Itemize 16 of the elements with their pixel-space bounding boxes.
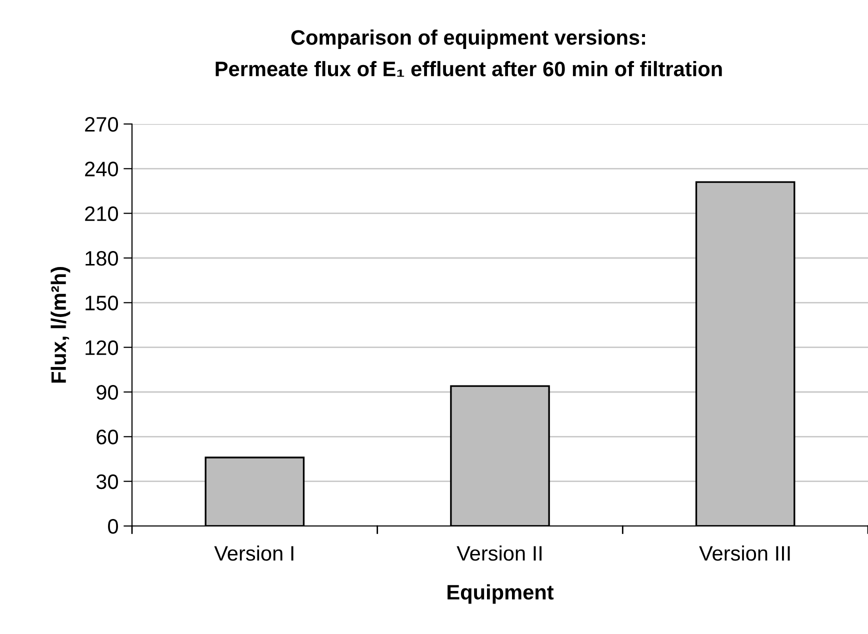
y-tick-label: 270 <box>85 117 118 132</box>
y-tick-label: 180 <box>86 251 118 266</box>
y-axis-title: Flux, l/(m²h) <box>50 267 70 383</box>
y-tick-label: 60 <box>96 430 118 444</box>
x-tick-label: Version II <box>456 545 542 561</box>
x-tick-label: Version I <box>214 545 294 561</box>
y-tick-label: 120 <box>86 340 118 356</box>
y-tick-label: 210 <box>85 206 118 222</box>
x-tick-label: Version III <box>699 545 790 561</box>
y-tick-label: 30 <box>96 474 118 490</box>
y-tick-label: 90 <box>96 385 118 400</box>
y-tick-label: 240 <box>85 162 118 176</box>
y-tick-label: 0 <box>108 519 118 534</box>
chart-title: Comparison of equipment versions: Permeate flux of E₁ effluent after 60 min of filtration <box>216 30 722 77</box>
y-tick-label: 150 <box>86 296 118 310</box>
x-axis-title: Equipment <box>448 584 554 604</box>
